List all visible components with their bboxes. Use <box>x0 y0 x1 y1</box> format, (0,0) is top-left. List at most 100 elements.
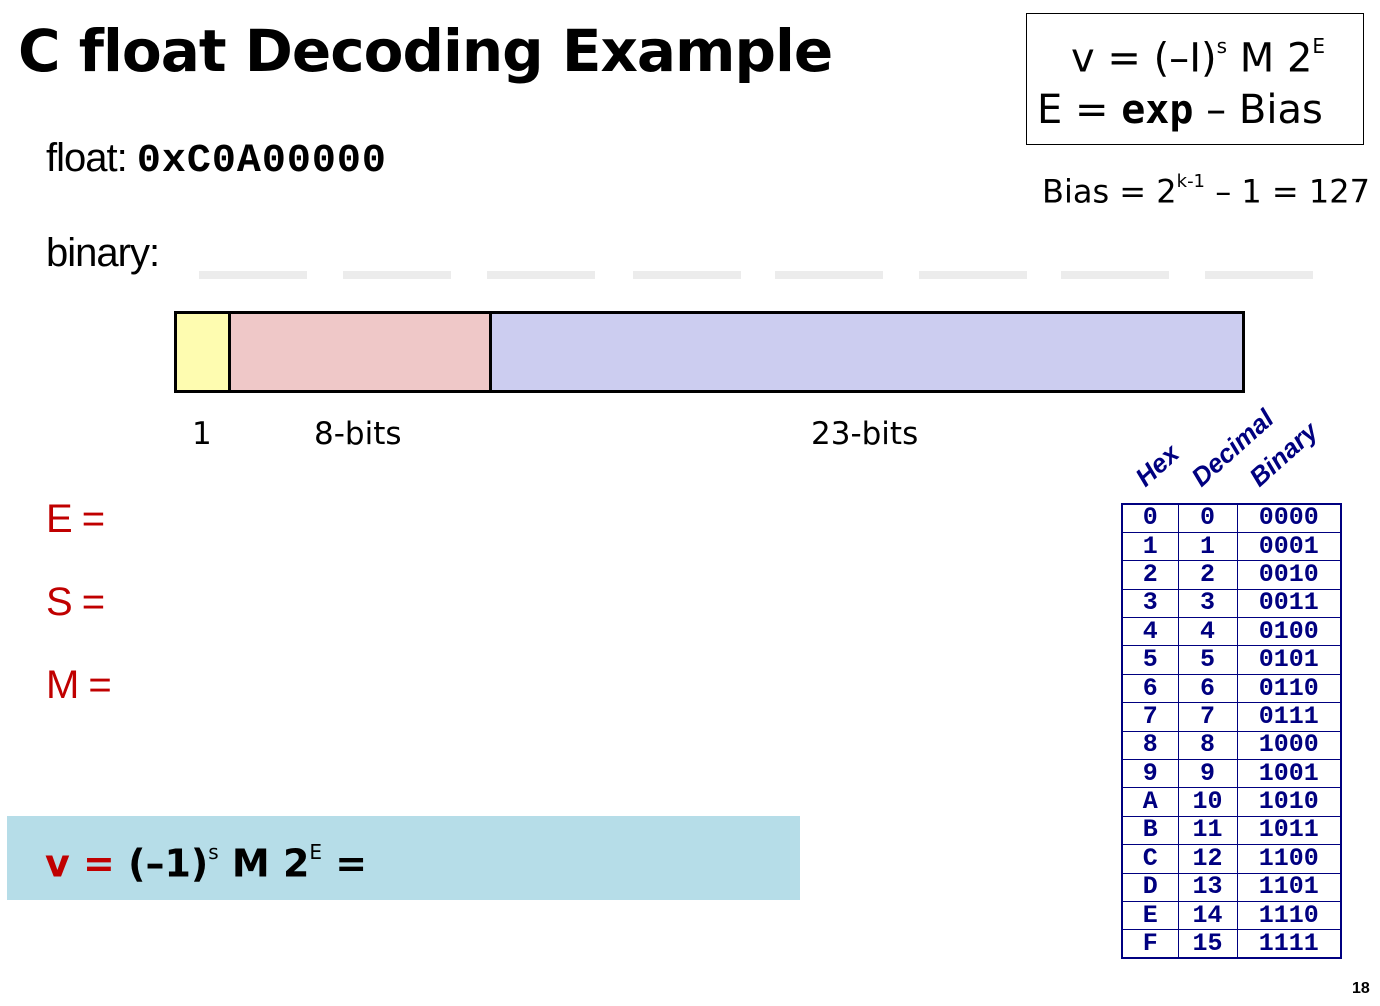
bias-lhs: Bias = 2 <box>1042 172 1177 211</box>
binary-cell: 0010 <box>1236 560 1342 590</box>
binary-blank-7 <box>1061 271 1169 279</box>
table-row: D 13 1101 <box>1121 872 1342 902</box>
formula-e-rest: – Bias <box>1193 87 1323 134</box>
decimal-cell: 12 <box>1177 844 1238 874</box>
table-row: B 11 1011 <box>1121 815 1342 846</box>
fraction-bits-label: 23-bits <box>811 416 919 452</box>
binary-blank-5 <box>775 271 883 279</box>
binary-cell: 0001 <box>1236 531 1342 562</box>
binary-cell: 0110 <box>1236 673 1342 704</box>
table-row: 9 9 1001 <box>1121 759 1342 789</box>
bias-formula: Bias = 2k-1 – 1 = 127 <box>1042 166 1370 212</box>
decimal-cell: 2 <box>1177 560 1238 590</box>
decimal-cell: 14 <box>1177 900 1238 931</box>
formula-exponent-superscript: E <box>1312 34 1326 58</box>
binary-blank-3 <box>487 271 595 279</box>
decimal-cell: 9 <box>1177 759 1238 789</box>
binary-blank-6 <box>919 271 1027 279</box>
result-equals: = <box>322 841 368 886</box>
table-row: A 10 1010 <box>1121 787 1342 817</box>
hex-cell: 1 <box>1121 531 1179 562</box>
table-header-hex: Hex <box>1129 438 1185 493</box>
decimal-cell: 8 <box>1177 730 1238 761</box>
hex-cell: 3 <box>1121 588 1179 619</box>
slide-title: C float Decoding Example <box>18 17 833 85</box>
binary-cell: 0101 <box>1236 645 1342 675</box>
table-row: 0 0 0000 <box>1121 503 1342 533</box>
formula-box: v = (–I)s M 2E E = exp – Bias <box>1026 13 1364 145</box>
binary-cell: 1101 <box>1236 872 1342 902</box>
exponent-bits-label: 8-bits <box>314 416 402 452</box>
decimal-cell: 11 <box>1177 815 1238 846</box>
result-sign-term: (–1) <box>128 841 209 886</box>
sign-field <box>177 314 231 390</box>
table-row: C 12 1100 <box>1121 844 1342 874</box>
s-label: S = <box>46 580 105 624</box>
hex-table-body: 0 0 0000 1 1 0001 2 2 0010 3 3 0011 4 4 0100 5 5 0101 6 6 01… <box>1121 503 1342 959</box>
decimal-cell: 5 <box>1177 645 1238 675</box>
hex-cell: 8 <box>1121 730 1179 761</box>
table-row: 2 2 0010 <box>1121 560 1342 590</box>
result-sign-superscript: s <box>208 840 219 864</box>
binary-blank-2 <box>343 271 451 279</box>
formula-e-lhs: E = <box>1037 87 1122 134</box>
decimal-cell: 15 <box>1177 929 1238 959</box>
result-box: v = (–1)s M 2E = <box>7 816 800 900</box>
float-field-diagram <box>174 311 1245 393</box>
formula-sign-superscript: s <box>1216 34 1228 58</box>
decimal-cell: 13 <box>1177 872 1238 902</box>
table-row: 3 3 0011 <box>1121 588 1342 619</box>
binary-cell: 1100 <box>1236 844 1342 874</box>
decimal-cell: 7 <box>1177 702 1238 732</box>
formula-v-close: ) <box>1200 35 1217 82</box>
decimal-cell: 0 <box>1177 503 1238 533</box>
float-label: float: <box>46 136 137 180</box>
hex-cell: 4 <box>1121 617 1179 647</box>
formula-v-one: I <box>1189 35 1201 82</box>
result-m2: M 2 <box>218 841 310 886</box>
hex-cell: 2 <box>1121 560 1179 590</box>
decimal-cell: 3 <box>1177 588 1238 619</box>
decimal-cell: 4 <box>1177 617 1238 647</box>
decimal-cell: 10 <box>1177 787 1238 817</box>
binary-cell: 0011 <box>1236 588 1342 619</box>
result-v: v = <box>45 841 129 886</box>
table-row: F 15 1111 <box>1121 929 1342 959</box>
table-row: 6 6 0110 <box>1121 673 1342 704</box>
binary-blank-1 <box>199 271 307 279</box>
binary-cell: 0100 <box>1236 617 1342 647</box>
binary-cell: 0111 <box>1236 702 1342 732</box>
decimal-cell: 6 <box>1177 673 1238 704</box>
formula-v-lhs: v = (– <box>1070 35 1190 82</box>
table-row: 8 8 1000 <box>1121 730 1342 761</box>
exponent-formula: E = exp – Bias <box>1037 84 1349 136</box>
binary-blank-4 <box>633 271 741 279</box>
value-formula: v = (–I)s M 2E <box>1037 24 1349 84</box>
hex-cell: C <box>1121 844 1179 874</box>
binary-cell: 1110 <box>1236 900 1342 931</box>
table-row: 4 4 0100 <box>1121 617 1342 647</box>
hex-cell: 6 <box>1121 673 1179 704</box>
hex-cell: 5 <box>1121 645 1179 675</box>
float-hex-value: 0xC0A00000 <box>136 139 387 184</box>
hex-cell: F <box>1121 929 1179 959</box>
table-row: 7 7 0111 <box>1121 702 1342 732</box>
exponent-field <box>231 314 492 390</box>
float-line: float: 0xC0A00000 <box>46 138 387 182</box>
m-label: M = <box>46 663 112 707</box>
binary-cell: 1010 <box>1236 787 1342 817</box>
table-row: 1 1 0001 <box>1121 531 1342 562</box>
fraction-field <box>492 314 1242 390</box>
binary-cell: 1011 <box>1236 815 1342 846</box>
hex-cell: 0 <box>1121 503 1179 533</box>
hex-decimal-binary-table: 0 0 0000 1 1 0001 2 2 0010 3 3 0011 4 4 0100 5 5 0101 6 6 01… <box>1121 503 1342 960</box>
e-label: E = <box>46 497 105 541</box>
hex-cell: D <box>1121 872 1179 902</box>
bias-rhs: – 1 = 127 <box>1205 172 1370 211</box>
formula-exp-term: exp <box>1121 87 1194 134</box>
page-number: 18 <box>1352 980 1370 997</box>
hex-cell: 9 <box>1121 759 1179 789</box>
table-row: E 14 1110 <box>1121 900 1342 931</box>
hex-cell: A <box>1121 787 1179 817</box>
decimal-cell: 1 <box>1177 531 1238 562</box>
